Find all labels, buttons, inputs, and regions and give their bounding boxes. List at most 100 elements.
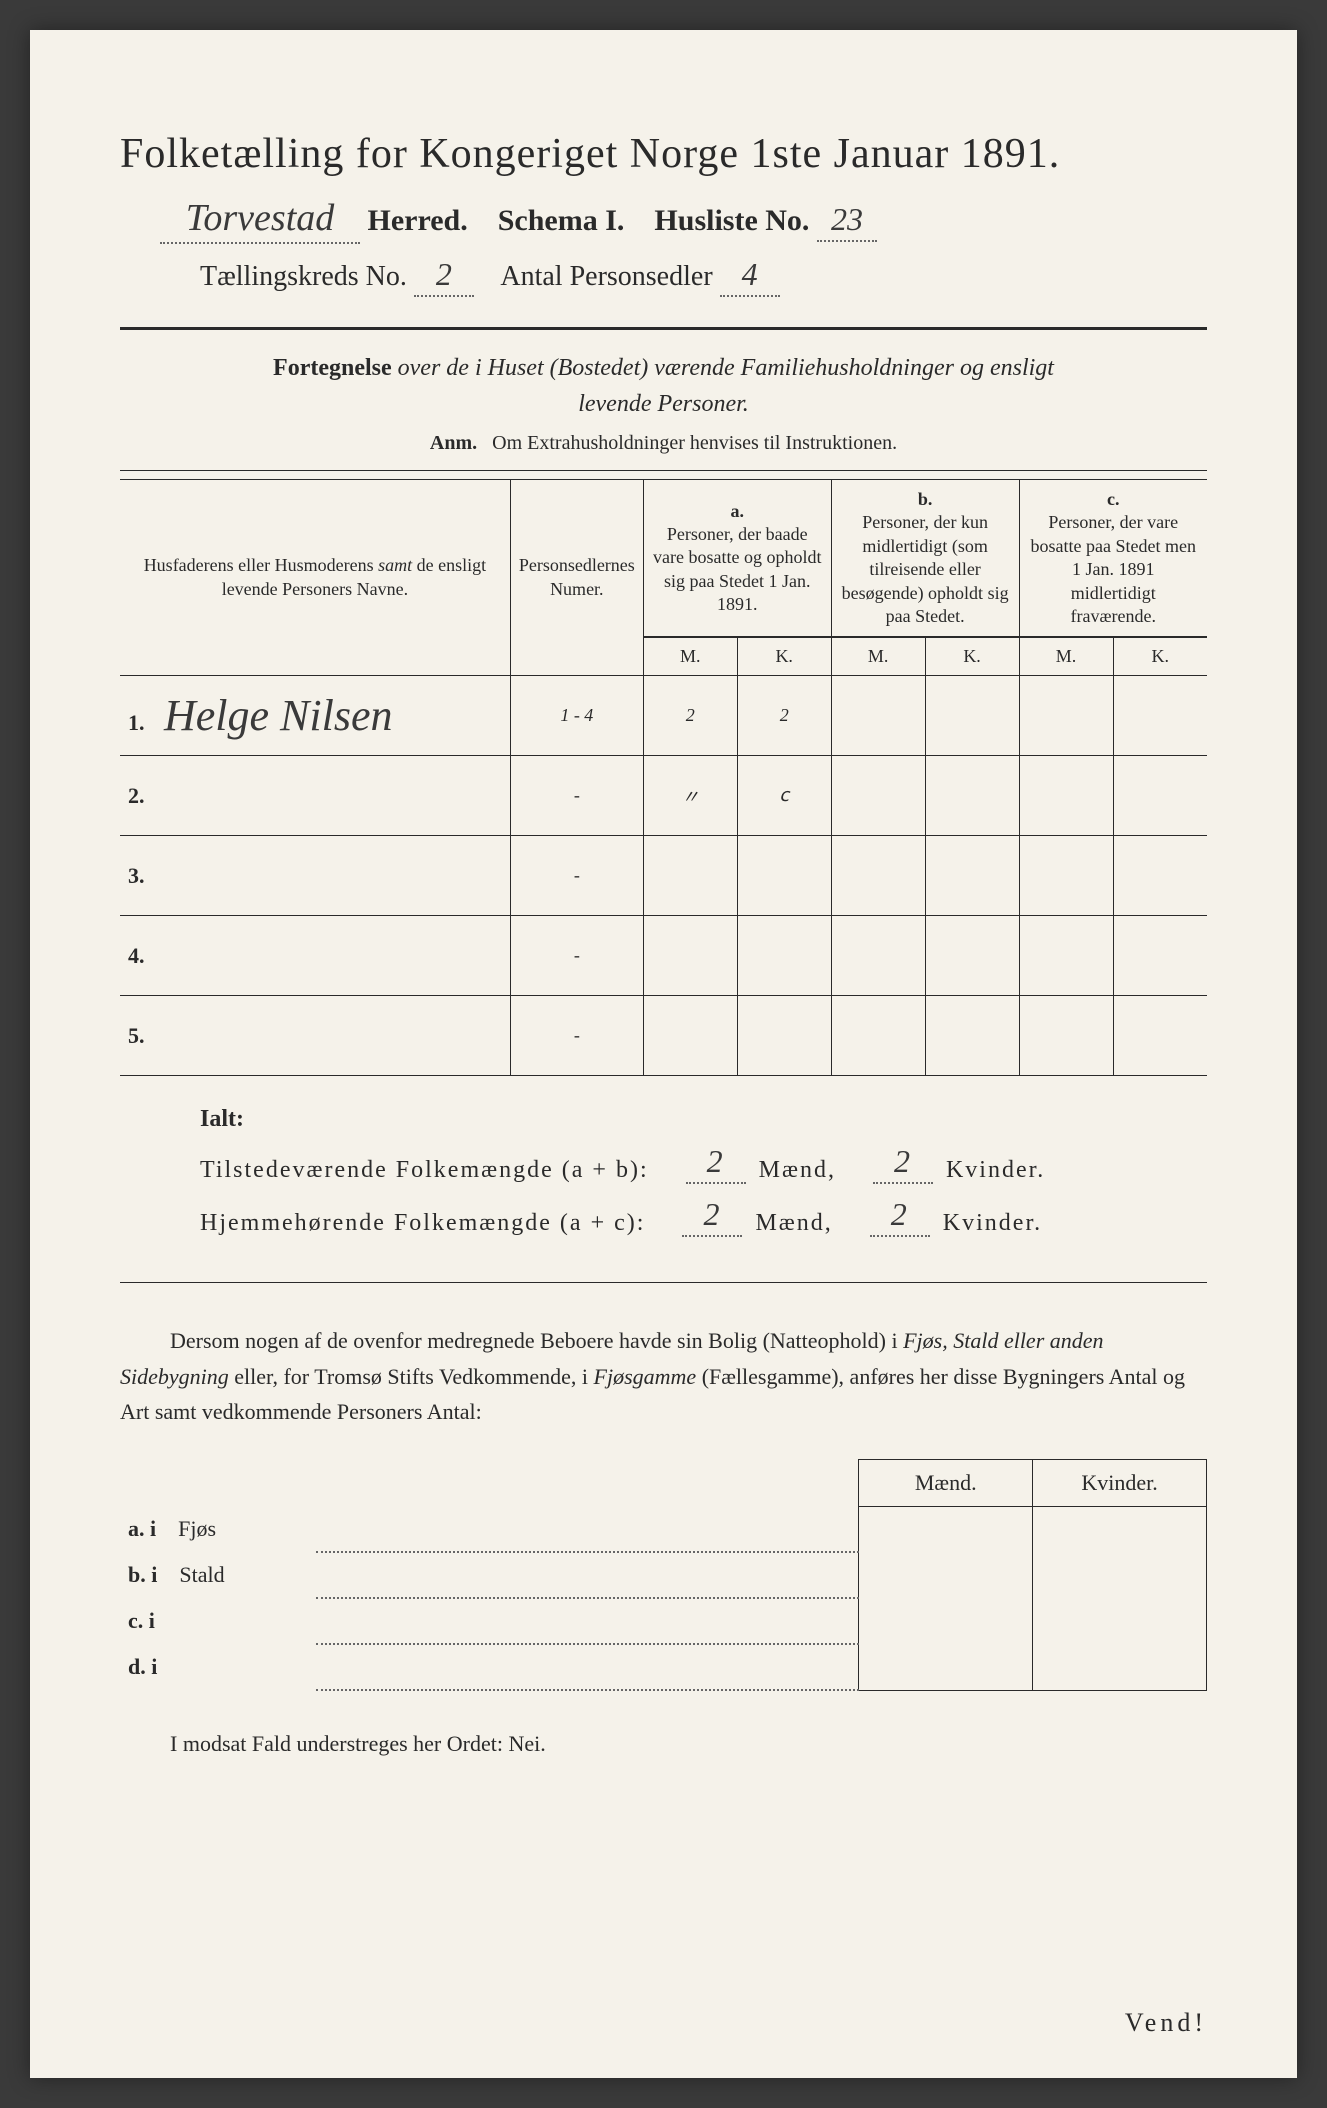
building-dots bbox=[316, 1644, 859, 1690]
building-k-cell bbox=[1033, 1598, 1207, 1644]
desc-line2: levende Personer. bbox=[578, 391, 749, 417]
row-num: 5. bbox=[128, 1023, 145, 1048]
building-header: Mænd. Kvinder. bbox=[120, 1459, 1207, 1506]
table-row: 2. - 〃 ⅽ bbox=[120, 756, 1207, 836]
building-row: b. i Stald bbox=[120, 1552, 1207, 1598]
table-row: 4. - bbox=[120, 916, 1207, 996]
building-kvinder-header: Kvinder. bbox=[1033, 1459, 1207, 1506]
personsedler-label: Antal Personsedler bbox=[500, 261, 712, 292]
col-a-label: a. Personer, der baade vare bosatte og o… bbox=[643, 480, 831, 637]
a-m-header: M. bbox=[643, 638, 737, 676]
row-name: Helge Nilsen bbox=[149, 691, 393, 740]
page-title: Folketælling for Kongeriget Norge 1ste J… bbox=[120, 130, 1207, 178]
vend-label: Vend! bbox=[1125, 2008, 1207, 2038]
col-c-label: c. Personer, der vare bosatte paa Stedet… bbox=[1019, 480, 1207, 637]
schema-label: Schema I. bbox=[498, 204, 625, 237]
b-k-header: K. bbox=[925, 638, 1019, 676]
building-paragraph: Dersom nogen af de ovenfor medregnede Be… bbox=[120, 1323, 1207, 1429]
table-body: 1. Helge Nilsen 1 - 4 2 2 2. - 〃 ⅽ 3 bbox=[120, 676, 1207, 1076]
husliste-label: Husliste No. bbox=[654, 204, 809, 237]
row-seq: 1 - 4 bbox=[510, 676, 643, 756]
col-num-header: Personsedlernes Numer. bbox=[510, 480, 643, 676]
building-row: a. i Fjøs bbox=[120, 1506, 1207, 1552]
maend-label: Mænd, bbox=[755, 1210, 832, 1236]
building-maend-header: Mænd. bbox=[859, 1459, 1033, 1506]
building-dots bbox=[316, 1552, 859, 1598]
building-k-cell bbox=[1033, 1552, 1207, 1598]
divider-thin bbox=[120, 1282, 1207, 1283]
ab-label: Tilstedeværende Folkemængde (a + b): bbox=[200, 1157, 649, 1183]
table-row: 3. - bbox=[120, 836, 1207, 916]
anm-text: Om Extrahusholdninger henvises til Instr… bbox=[492, 432, 897, 454]
divider-thin bbox=[120, 470, 1207, 471]
desc-prefix: Fortegnelse bbox=[273, 355, 392, 381]
desc-rest: over de i Huset (Bostedet) værende Famil… bbox=[392, 355, 1054, 381]
totals-line-ac: Hjemmehørende Folkemængde (a + c): 2 Mæn… bbox=[200, 1201, 1207, 1242]
row-b-m bbox=[831, 676, 925, 756]
building-m-cell bbox=[859, 1506, 1033, 1552]
divider bbox=[120, 327, 1207, 330]
personsedler-value: 4 bbox=[720, 256, 780, 297]
herred-value: Torvestad bbox=[160, 196, 360, 244]
col-name-header: Husfaderens eller Husmoderens samt de en… bbox=[120, 480, 510, 676]
kreds-label: Tællingskreds No. bbox=[200, 261, 407, 292]
totals-line-ab: Tilstedeværende Folkemængde (a + b): 2 M… bbox=[200, 1148, 1207, 1189]
herred-line: Torvestad Herred. Schema I. Husliste No.… bbox=[120, 196, 1207, 244]
b-m-header: M. bbox=[831, 638, 925, 676]
row-b-m bbox=[831, 756, 925, 836]
c-k-header: K. bbox=[1113, 638, 1207, 676]
row-num: 4. bbox=[128, 943, 145, 968]
maend-label: Mænd, bbox=[759, 1157, 836, 1183]
row-seq: - bbox=[510, 836, 643, 916]
kreds-line: Tællingskreds No. 2 Antal Personsedler 4 bbox=[120, 256, 1207, 297]
description-text: Fortegnelse over de i Huset (Bostedet) v… bbox=[120, 350, 1207, 422]
building-row-label: c. i bbox=[120, 1598, 316, 1644]
building-k-cell bbox=[1033, 1506, 1207, 1552]
building-m-cell bbox=[859, 1644, 1033, 1690]
ab-k-value: 2 bbox=[873, 1143, 933, 1184]
row-c-m bbox=[1019, 756, 1113, 836]
row-a-k: ⅽ bbox=[737, 756, 831, 836]
kvinder-label: Kvinder. bbox=[946, 1157, 1045, 1183]
building-k-cell bbox=[1033, 1644, 1207, 1690]
table-row: 5. - bbox=[120, 996, 1207, 1076]
building-table: Mænd. Kvinder. a. i Fjøs b. i Stald c. i… bbox=[120, 1459, 1207, 1692]
ac-label: Hjemmehørende Folkemængde (a + c): bbox=[200, 1210, 645, 1236]
row-a-k: 2 bbox=[737, 676, 831, 756]
building-row: d. i bbox=[120, 1644, 1207, 1690]
totals-section: Ialt: Tilstedeværende Folkemængde (a + b… bbox=[200, 1106, 1207, 1242]
table-row: 1. Helge Nilsen 1 - 4 2 2 bbox=[120, 676, 1207, 756]
row-seq: - bbox=[510, 996, 643, 1076]
census-table: Husfaderens eller Husmoderens samt de en… bbox=[120, 479, 1207, 1076]
building-row-label: d. i bbox=[120, 1644, 316, 1690]
building-row-label: a. i Fjøs bbox=[120, 1506, 316, 1552]
husliste-value: 23 bbox=[817, 201, 877, 242]
row-num: 3. bbox=[128, 863, 145, 888]
anm-label: Anm. bbox=[430, 432, 477, 454]
row-a-m: 〃 bbox=[643, 756, 737, 836]
kreds-value: 2 bbox=[414, 256, 474, 297]
ialt-label: Ialt: bbox=[200, 1106, 1207, 1133]
kvinder-label: Kvinder. bbox=[943, 1210, 1042, 1236]
a-k-header: K. bbox=[737, 638, 831, 676]
ab-m-value: 2 bbox=[686, 1143, 746, 1184]
herred-label: Herred. bbox=[368, 204, 468, 237]
row-c-k bbox=[1113, 756, 1207, 836]
census-form-page: Folketælling for Kongeriget Norge 1ste J… bbox=[30, 30, 1297, 2078]
building-m-cell bbox=[859, 1552, 1033, 1598]
row-seq: - bbox=[510, 916, 643, 996]
ac-k-value: 2 bbox=[870, 1196, 930, 1237]
building-row: c. i bbox=[120, 1598, 1207, 1644]
building-m-cell bbox=[859, 1598, 1033, 1644]
building-dots bbox=[316, 1506, 859, 1552]
row-b-k bbox=[925, 676, 1019, 756]
row-c-m bbox=[1019, 676, 1113, 756]
ac-m-value: 2 bbox=[682, 1196, 742, 1237]
c-m-header: M. bbox=[1019, 638, 1113, 676]
anm-note: Anm. Om Extrahusholdninger henvises til … bbox=[120, 432, 1207, 455]
building-dots bbox=[316, 1598, 859, 1644]
row-num: 2. bbox=[128, 783, 145, 808]
row-a-m: 2 bbox=[643, 676, 737, 756]
building-row-label: b. i Stald bbox=[120, 1552, 316, 1598]
col-b-label: b. Personer, der kun midlertidigt (som t… bbox=[831, 480, 1019, 637]
